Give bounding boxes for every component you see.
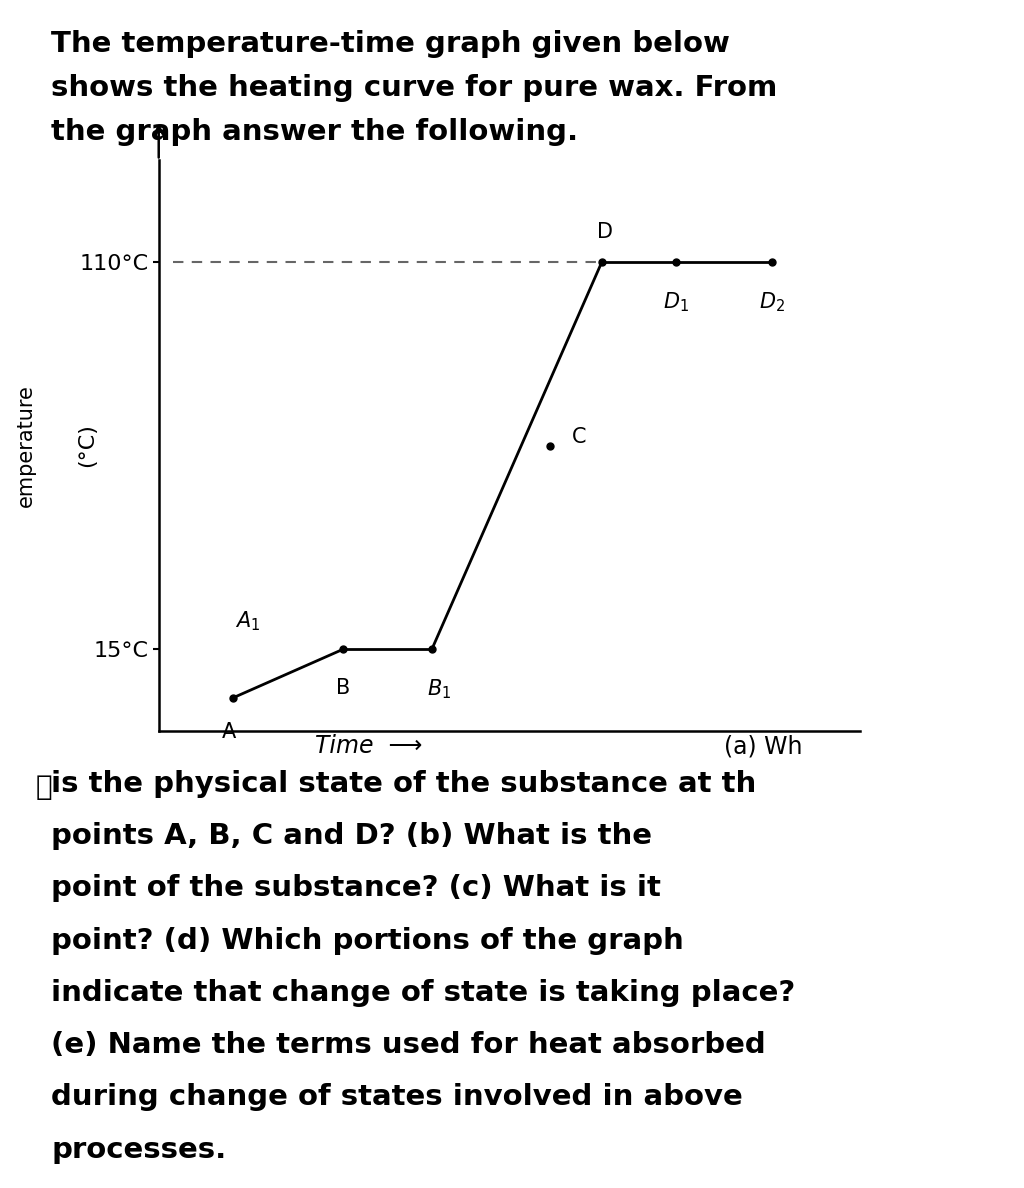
Text: B: B bbox=[336, 677, 350, 697]
Text: The temperature-time graph given below: The temperature-time graph given below bbox=[51, 30, 730, 58]
Text: $B_1$: $B_1$ bbox=[427, 677, 452, 701]
Text: indicate that change of state is taking place?: indicate that change of state is taking … bbox=[51, 979, 796, 1007]
Text: processes.: processes. bbox=[51, 1136, 226, 1164]
Text: point of the substance? (c) What is it: point of the substance? (c) What is it bbox=[51, 874, 662, 903]
Text: the graph answer the following.: the graph answer the following. bbox=[51, 118, 579, 146]
Text: 📞: 📞 bbox=[35, 773, 52, 801]
Text: (°C): (°C) bbox=[77, 424, 97, 467]
Text: is the physical state of the substance at th: is the physical state of the substance a… bbox=[51, 770, 757, 798]
Text: (e) Name the terms used for heat absorbed: (e) Name the terms used for heat absorbe… bbox=[51, 1031, 766, 1060]
Text: (a) Wh: (a) Wh bbox=[724, 734, 802, 758]
Text: D: D bbox=[597, 222, 613, 242]
Text: Exam Updates: Exam Updates bbox=[953, 450, 972, 595]
Text: point? (d) Which portions of the graph: point? (d) Which portions of the graph bbox=[51, 927, 684, 955]
Text: $D_2$: $D_2$ bbox=[759, 291, 784, 315]
Text: A: A bbox=[222, 722, 236, 742]
Text: $A_1$: $A_1$ bbox=[234, 609, 260, 633]
Text: points A, B, C and D? (b) What is the: points A, B, C and D? (b) What is the bbox=[51, 822, 652, 851]
Text: during change of states involved in above: during change of states involved in abov… bbox=[51, 1083, 743, 1112]
Text: Time  ⟶: Time ⟶ bbox=[315, 734, 422, 758]
Text: emperature: emperature bbox=[15, 384, 36, 507]
Text: shows the heating curve for pure wax. From: shows the heating curve for pure wax. Fr… bbox=[51, 74, 777, 102]
Text: C: C bbox=[572, 428, 587, 448]
Text: $D_1$: $D_1$ bbox=[663, 291, 688, 315]
